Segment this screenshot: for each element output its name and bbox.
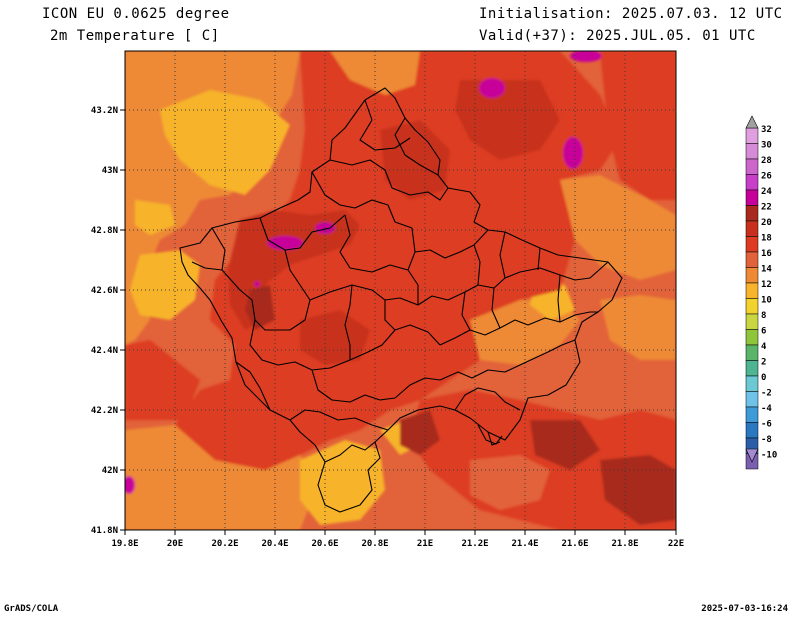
colorbar-label: 28 — [761, 156, 772, 166]
lon-label: 20E — [167, 539, 183, 549]
colorbar-top-arrow — [745, 115, 759, 129]
colorbar-swatch — [745, 422, 759, 439]
colorbar-label: 20 — [761, 218, 772, 228]
colorbar-swatch — [745, 375, 759, 392]
variable-title: 2m Temperature [ C] — [50, 28, 220, 44]
colorbar-swatch — [745, 406, 759, 423]
lat-label: 42.8N — [91, 226, 118, 236]
lon-label: 20.8E — [361, 539, 388, 549]
colorbar-swatch — [745, 174, 759, 191]
colorbar-label: 32 — [761, 125, 772, 135]
initialisation-label: Initialisation: 2025.07.03. 12 UTC — [479, 6, 783, 22]
colorbar-swatch — [745, 143, 759, 160]
colorbar-swatch — [745, 344, 759, 361]
colorbar-label: -8 — [761, 435, 772, 445]
colorbar-swatch — [745, 360, 759, 377]
colorbar-label: 10 — [761, 296, 772, 306]
colorbar-label: 22 — [761, 203, 772, 213]
axis-labels: 19.8E 20E 20.2E 20.4E 20.6E 20.8E 21E 21… — [91, 106, 684, 549]
lat-label: 43.2N — [91, 106, 118, 116]
lon-label: 20.4E — [261, 539, 288, 549]
colorbar-label: 12 — [761, 280, 772, 290]
lon-label: 21.8E — [611, 539, 638, 549]
boundaries — [179, 87, 623, 513]
colorbar-label: 8 — [761, 311, 766, 321]
colorbar-swatch — [745, 267, 759, 284]
lat-label: 43N — [102, 166, 118, 176]
render-timestamp: 2025-07-03-16:24 — [701, 604, 788, 614]
colorbar-swatch — [745, 220, 759, 237]
lon-label: 22E — [668, 539, 684, 549]
colorbar-label: 14 — [761, 265, 772, 275]
colorbar-swatch — [745, 298, 759, 315]
colorbar-label: 6 — [761, 327, 766, 337]
colorbar-swatch — [745, 251, 759, 268]
lon-label: 19.8E — [111, 539, 138, 549]
lat-label: 42N — [102, 466, 118, 476]
model-title: ICON EU 0.0625 degree — [42, 6, 230, 22]
colorbar-swatch — [745, 127, 759, 144]
colorbar-label: 16 — [761, 249, 772, 259]
lat-label: 42.4N — [91, 346, 118, 356]
colorbar-label: 26 — [761, 172, 772, 182]
colorbar-label: -2 — [761, 389, 772, 399]
axis-ticks — [120, 109, 677, 535]
temperature-map: 19.8E 20E 20.2E 20.4E 20.6E 20.8E 21E 21… — [91, 50, 777, 549]
lon-label: 21E — [417, 539, 433, 549]
lon-label: 21.6E — [561, 539, 588, 549]
colorbar-swatch — [745, 391, 759, 408]
colorbar-label: -4 — [761, 404, 772, 414]
lon-label: 20.6E — [311, 539, 338, 549]
lat-label: 42.6N — [91, 286, 118, 296]
colorbar-swatch — [745, 282, 759, 299]
colorbar-swatch — [745, 189, 759, 206]
software-credit: GrADS/COLA — [4, 604, 59, 614]
colorbar-label: 30 — [761, 141, 772, 151]
colorbar-swatch — [745, 313, 759, 330]
colorbar-swatch — [745, 329, 759, 346]
colorbar-label: -10 — [761, 451, 777, 461]
lon-label: 20.2E — [211, 539, 238, 549]
lon-label: 21.4E — [511, 539, 538, 549]
colorbar-label: 18 — [761, 234, 772, 244]
lat-label: 41.8N — [91, 526, 118, 536]
colorbar-swatch — [745, 205, 759, 222]
colorbar-swatch — [745, 236, 759, 253]
colorbar-swatch — [745, 158, 759, 175]
colorbar-label: -6 — [761, 420, 772, 430]
colorbar-label: 24 — [761, 187, 772, 197]
lon-label: 21.2E — [461, 539, 488, 549]
colorbar-bottom-arrow — [745, 448, 759, 463]
valid-time-label: Valid(+37): 2025.JUL.05. 01 UTC — [479, 28, 756, 44]
lat-label: 42.2N — [91, 406, 118, 416]
colorbar-label: 2 — [761, 358, 766, 368]
colorbar-label: 0 — [761, 373, 766, 383]
colorbar-label: 4 — [761, 342, 767, 352]
